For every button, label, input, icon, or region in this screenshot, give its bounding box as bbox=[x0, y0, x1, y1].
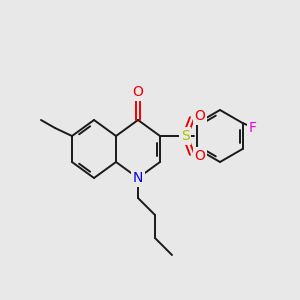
Text: O: O bbox=[133, 85, 143, 99]
Text: S: S bbox=[181, 129, 189, 143]
Text: O: O bbox=[195, 109, 206, 123]
Text: O: O bbox=[195, 149, 206, 163]
Text: N: N bbox=[133, 171, 143, 185]
Text: F: F bbox=[248, 121, 256, 135]
